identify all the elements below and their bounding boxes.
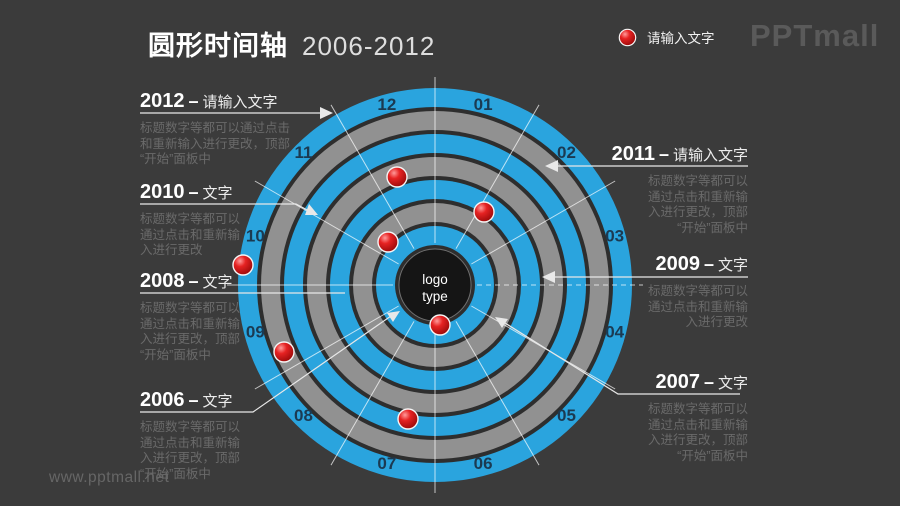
arrow-icon	[542, 271, 555, 283]
year: 2011	[611, 143, 655, 165]
timeline-label-2006: 2006– 文字 标题数字等都可以 通过点击和重新输 入进行更改，顶部 “开始”面…	[140, 389, 315, 482]
slide-title: 圆形时间轴	[148, 31, 288, 61]
red-ball-marker	[397, 408, 419, 430]
year: 2008	[140, 270, 185, 292]
year-label: 文字	[717, 375, 748, 392]
watermark: www.pptmall.net	[49, 469, 170, 486]
year-body: 标题数字等都可以 通过点击和重新输 入进行更改，顶部 “开始”面板中	[140, 301, 241, 362]
timeline-label-2008: 2008– 文字 标题数字等都可以 通过点击和重新输 入进行更改，顶部 “开始”面…	[140, 270, 315, 363]
year-label: 请输入文字	[202, 94, 278, 111]
year: 2009	[655, 253, 700, 275]
red-ball-marker	[273, 341, 295, 363]
leader-2007	[504, 322, 740, 395]
year-heading: 2011– 请输入文字	[573, 143, 748, 165]
legend: 请输入文字	[618, 27, 715, 47]
hour-label-05: 05	[557, 406, 576, 425]
hour-label-02: 02	[557, 143, 576, 162]
spoke-line	[455, 321, 540, 466]
arrow-icon	[495, 317, 508, 328]
legend-label: 请输入文字	[647, 31, 715, 46]
hour-label-04: 04	[605, 323, 624, 342]
dash: –	[658, 144, 669, 164]
hour-label-06: 06	[474, 454, 493, 473]
spoke-line	[330, 104, 415, 249]
arrow-icon	[320, 107, 333, 119]
concentric-rings	[238, 88, 632, 482]
pptmall-logo: PPTmall	[750, 18, 880, 53]
year-heading: 2009– 文字	[573, 253, 748, 275]
timeline-label-2011: 2011– 请输入文字 标题数字等都可以 通过点击和重新输 入进行更改，顶部 “开…	[573, 143, 748, 236]
hour-label-12: 12	[377, 95, 396, 114]
leader-lines	[140, 112, 748, 413]
dash: –	[703, 372, 714, 392]
red-ball-marker	[232, 254, 254, 276]
spoke-line	[455, 104, 540, 249]
dash: –	[703, 254, 714, 274]
center-logo-line1: logo	[422, 272, 448, 287]
year-body: 标题数字等都可以 通过点击和重新输 入进行更改，顶部 “开始”面板中	[140, 420, 241, 481]
center-logo: logo type	[422, 272, 448, 304]
arrow-icon	[305, 204, 318, 215]
year-label: 文字	[202, 274, 233, 291]
red-ball-marker	[473, 201, 495, 223]
timeline-label-2009: 2009– 文字 标题数字等都可以 通过点击和重新输 入进行更改	[573, 253, 748, 331]
year-label: 文字	[202, 393, 233, 410]
red-ball-marker	[386, 166, 408, 188]
spoke-line	[254, 305, 399, 390]
dash: –	[188, 91, 199, 111]
year: 2007	[655, 371, 700, 393]
dash: –	[188, 271, 199, 291]
year-label: 文字	[202, 185, 233, 202]
leader-2010	[140, 203, 310, 212]
red-ball-marker	[429, 314, 451, 336]
page-title: 圆形时间轴 2006-2012	[148, 24, 435, 63]
hour-label-11: 11	[294, 143, 312, 162]
hour-label-03: 03	[605, 226, 624, 245]
red-ball-icon	[618, 28, 637, 46]
year: 2006	[140, 389, 185, 411]
year-label: 文字	[717, 257, 748, 274]
arrow-icon	[545, 160, 558, 172]
year-heading: 2007– 文字	[573, 371, 748, 393]
year-body: 标题数字等都可以 通过点击和重新输 入进行更改	[647, 284, 748, 329]
year: 2012	[140, 90, 185, 112]
hour-label-08: 08	[294, 406, 313, 425]
timeline-balls	[232, 166, 495, 430]
hour-label-07: 07	[377, 454, 396, 473]
timeline-label-2007: 2007– 文字 标题数字等都可以 通过点击和重新输 入进行更改，顶部 “开始”面…	[573, 371, 748, 464]
year-heading: 2006– 文字	[140, 389, 315, 411]
hour-label-01: 01	[474, 95, 493, 114]
year-heading: 2010– 文字	[140, 181, 315, 203]
leader-arrows	[305, 107, 558, 328]
year: 2010	[140, 181, 185, 203]
hour-label-09: 09	[246, 323, 265, 342]
timeline-label-2012: 2012– 请输入文字 标题数字等都可以通过点击 和重新输入进行更改，顶部 “开始…	[140, 90, 315, 168]
spoke-line	[330, 321, 415, 466]
year-body: 标题数字等都可以 通过点击和重新输 入进行更改，顶部 “开始”面板中	[647, 174, 748, 235]
year-body: 标题数字等都可以 通过点击和重新输 入进行更改	[140, 212, 241, 257]
spoke-line	[254, 180, 399, 265]
year-body: 标题数字等都可以 通过点击和重新输 入进行更改，顶部 “开始”面板中	[647, 402, 748, 463]
hour-labels: 01 02 03 04 05 06 07 08 09 10 11 12	[246, 95, 625, 473]
year-body: 标题数字等都可以通过点击 和重新输入进行更改，顶部 “开始”面板中	[140, 121, 291, 166]
center-logo-line2: type	[422, 289, 448, 304]
dash: –	[188, 182, 199, 202]
sector-spokes	[227, 77, 643, 493]
year-label: 请输入文字	[672, 147, 748, 164]
red-ball-marker	[377, 231, 399, 253]
arrow-icon	[387, 311, 400, 322]
year-heading: 2012– 请输入文字	[140, 90, 315, 112]
leader-2006	[140, 315, 392, 413]
slide-subtitle: 2006-2012	[302, 31, 436, 61]
spoke-line	[471, 180, 616, 265]
timeline-label-2010: 2010– 文字 标题数字等都可以 通过点击和重新输 入进行更改	[140, 181, 315, 259]
dash: –	[188, 390, 199, 410]
year-heading: 2008– 文字	[140, 270, 315, 292]
hour-label-10: 10	[246, 226, 265, 245]
